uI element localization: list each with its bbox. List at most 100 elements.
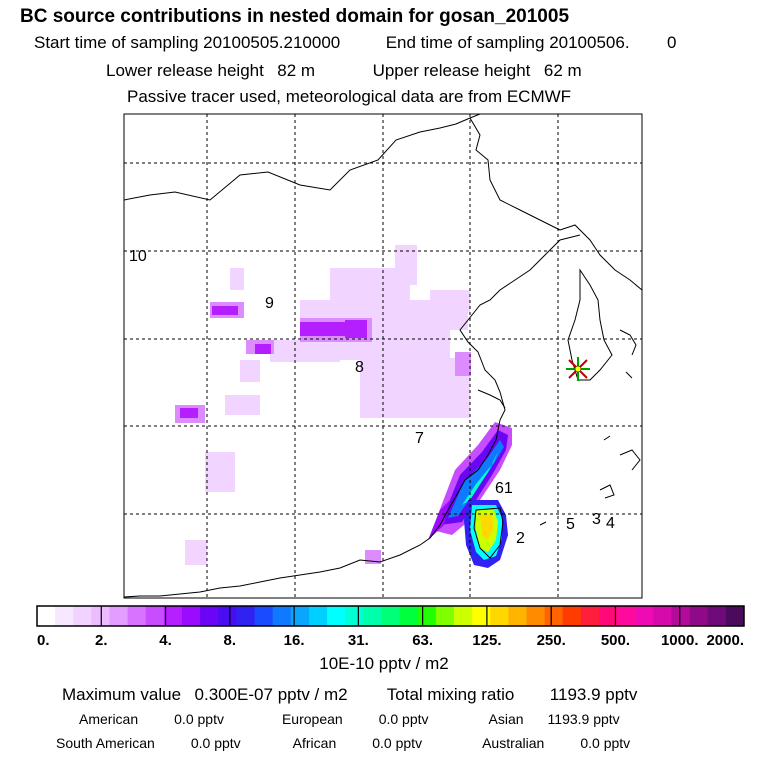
- total-mixing-label: Total mixing ratio: [386, 685, 515, 704]
- colorbar-cell: [200, 606, 219, 626]
- colorbar-cell: [127, 606, 147, 626]
- concentration-field: [175, 245, 512, 568]
- colorbar-cell: [635, 606, 654, 626]
- colorbar-cell: [653, 606, 672, 626]
- region-label-8: 8: [355, 359, 364, 376]
- colorbar-cell: [218, 606, 237, 626]
- region-label-9: 9: [265, 295, 274, 312]
- colorbar-tick-label: 250.: [537, 632, 566, 649]
- colorbar-frame: [36, 605, 745, 627]
- region-name: Asian: [488, 711, 524, 727]
- colorbar-tick-label: 63.: [412, 632, 433, 649]
- colorbar-tick-label: 0.: [37, 632, 50, 649]
- region-name: European: [281, 711, 343, 727]
- regions-row-1: American 0.0 pptv European 0.0 pptv Asian 119…: [79, 711, 620, 727]
- start-time-label: Start time of sampling: [34, 33, 199, 52]
- colorbar-cell: [617, 606, 636, 626]
- colorbar-ticks: [100, 606, 681, 626]
- colorbar-cell: [308, 606, 328, 626]
- colorbar-cell: [453, 606, 473, 626]
- region-label-7: 7: [415, 430, 424, 447]
- colorbar-tick-label: 4.: [159, 632, 172, 649]
- colorbar-cell: [363, 606, 382, 626]
- receptor-star-icon: [566, 357, 590, 381]
- max-value: 0.300E-07 pptv / m2: [194, 685, 348, 704]
- colorbar-cell: [254, 606, 274, 626]
- region-value: 0.0 pptv: [174, 711, 224, 727]
- colorbar-cell: [508, 606, 527, 626]
- field-light: [185, 245, 470, 565]
- colorbar-tick-label: 8.: [224, 632, 237, 649]
- region-value: 0.0 pptv: [378, 711, 429, 727]
- colorbar-tick-label: 2000.: [706, 632, 744, 649]
- colorbar-cell: [725, 606, 745, 626]
- region-label-10: 10: [129, 248, 147, 265]
- colorbar-cell: [327, 606, 346, 626]
- region-label-5: 5: [566, 516, 575, 533]
- colorbar-cell: [562, 606, 582, 626]
- release-heights: Lower release height 82 m Upper release …: [106, 61, 582, 81]
- end-time-suffix: 0: [667, 33, 677, 52]
- colorbar-cell: [580, 606, 600, 626]
- colorbar-cell: [381, 606, 401, 626]
- colorbar-cell: [671, 606, 691, 626]
- colorbar-tick-label: 16.: [284, 632, 305, 649]
- field-strong: [180, 306, 367, 418]
- region-name: American: [79, 711, 139, 727]
- regions-row-2: South American 0.0 pptv African 0.0 pptv Aus…: [56, 735, 630, 751]
- region-name: South American: [56, 735, 155, 751]
- colorbar-cell: [689, 606, 709, 626]
- region-label-4: 4: [606, 515, 615, 532]
- colorbar-cell: [163, 606, 183, 626]
- colorbar-cell: [272, 606, 292, 626]
- colorbar-cell: [707, 606, 727, 626]
- region-label-61: 61: [495, 480, 513, 497]
- region-value: 0.0 pptv: [372, 735, 423, 751]
- total-mixing-value: 1193.9 pptv: [549, 685, 638, 704]
- colorbar-tick-label: 125.: [472, 632, 501, 649]
- colorbar-cell: [182, 606, 201, 626]
- end-time-label: End time of sampling: [385, 33, 545, 52]
- colorbar-cell: [345, 606, 364, 626]
- colorbar-cell: [472, 606, 491, 626]
- colorbar-cell: [417, 606, 437, 626]
- colorbar-cell: [109, 606, 129, 626]
- start-time-value: 20100505.210000: [203, 33, 341, 52]
- colorbar-tick-label: 2.: [95, 632, 108, 649]
- colorbar-cell: [73, 606, 92, 626]
- upper-height-value: 62 m: [543, 61, 582, 80]
- colorbar-cell: [526, 606, 546, 626]
- colorbar-cell: [236, 606, 256, 626]
- sampling-times: Start time of sampling 20100505.210000 E…: [34, 33, 677, 53]
- summary-line: Maximum value 0.300E-07 pptv / m2 Total …: [62, 685, 637, 705]
- region-name: African: [292, 735, 337, 751]
- region-label-3: 3: [592, 511, 601, 528]
- colorbar-cell: [490, 606, 509, 626]
- colorbar-cell: [435, 606, 455, 626]
- colorbar-cells: [36, 605, 745, 627]
- colorbar-tick-label: 1000.: [661, 632, 699, 649]
- region-value: 1193.9 pptv: [547, 711, 620, 727]
- coastlines: [124, 114, 642, 598]
- colorbar-tick-labels: 0. 2. 4. 8. 16. 31. 63. 125. 250. 500. 1000. 2000.: [37, 632, 744, 649]
- chart-title: BC source contributions in nested domain…: [20, 6, 570, 27]
- region-value: 0.0 pptv: [190, 735, 241, 751]
- plot-frame: [123, 113, 643, 599]
- colorbar-cell: [544, 606, 564, 626]
- colorbar-units: 10E-10 pptv / m2: [319, 654, 449, 673]
- region-value: 0.0 pptv: [580, 735, 631, 751]
- colorbar-cell: [598, 606, 618, 626]
- colorbar-cell: [399, 606, 419, 626]
- colorbar-cell: [55, 606, 74, 626]
- region-label-2: 2: [516, 530, 525, 547]
- region-labels: 10 9 8 7 61 2 5 3 4: [129, 248, 615, 547]
- colorbar-cell: [290, 606, 310, 626]
- lower-height-value: 82 m: [277, 61, 316, 80]
- max-value-label: Maximum value: [62, 685, 182, 704]
- tracer-note: Passive tracer used, meteorological data…: [127, 87, 572, 106]
- colorbar-cell: [37, 606, 56, 626]
- colorbar-tick-label: 500.: [601, 632, 630, 649]
- colorbar-tick-label: 31.: [348, 632, 369, 649]
